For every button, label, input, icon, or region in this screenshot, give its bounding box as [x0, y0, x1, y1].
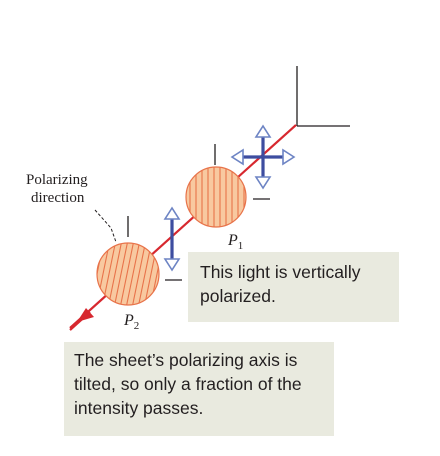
p1-label: P1: [227, 232, 243, 252]
vertical-polarization-arrow: [163, 206, 181, 272]
caption-vertical-text: This light is vertically polarized.: [200, 262, 361, 306]
beam-tail: [69, 311, 91, 331]
caption-tilted-text: The sheet’s polarizing axis is tilted, s…: [74, 350, 302, 418]
caption-tilted-axis: The sheet’s polarizing axis is tilted, s…: [64, 342, 334, 436]
polarizing-direction-leader: [94, 209, 117, 243]
p2-label: P2: [123, 312, 139, 332]
polarizer-p1-disk: [185, 166, 247, 228]
caption-vertical-polarization: This light is vertically polarized.: [188, 252, 399, 322]
polarizing-direction-label: Polarizing direction: [26, 172, 91, 206]
unpolarized-light-icon: [230, 124, 296, 190]
corner-marker: [296, 66, 350, 127]
polarizer-p2-disk: [96, 242, 160, 306]
